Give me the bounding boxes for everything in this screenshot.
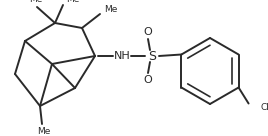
Text: Me: Me [104,4,118,13]
Text: CH₃: CH₃ [260,103,268,112]
Text: O: O [144,75,152,85]
Text: NH: NH [114,51,130,61]
Text: O: O [144,27,152,37]
Text: S: S [148,50,156,63]
Text: Me: Me [66,0,80,4]
Text: Me: Me [29,0,43,4]
Text: Me: Me [37,128,51,136]
